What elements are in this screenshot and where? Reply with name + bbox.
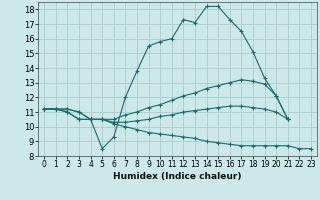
X-axis label: Humidex (Indice chaleur): Humidex (Indice chaleur) — [113, 172, 242, 181]
